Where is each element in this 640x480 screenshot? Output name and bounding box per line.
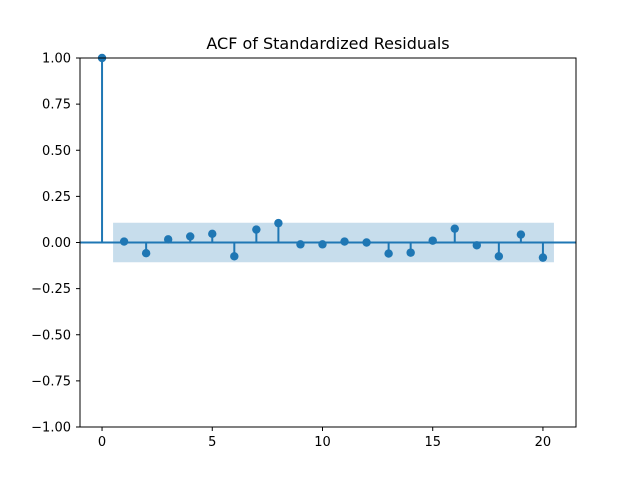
acf-marker-lag-20 [538,253,548,262]
acf-marker-lag-10 [318,240,327,249]
tick-layer: 0 5 10 15 20 1.00 0.75 0.50 0.25 0.00 −0.25 −0.50 −0… [31,52,551,451]
acf-marker-lag-11 [340,237,349,246]
y-tick-label: 0.50 [42,144,71,159]
acf-marker-lag-3 [163,235,173,244]
y-tick-label: 0.00 [42,236,71,251]
x-tick-label: 15 [424,435,441,450]
acf-marker-lag-15 [428,236,437,245]
x-tick-label: 10 [314,435,331,450]
acf-marker-lag-12 [362,238,371,247]
y-tick-label: 1.00 [42,52,71,67]
acf-marker-lag-7 [252,225,261,234]
x-tick-label: 5 [208,435,216,450]
acf-marker-lag-19 [516,230,526,239]
acf-marker-lag-13 [384,249,393,258]
acf-marker-lag-1 [119,237,129,246]
y-tick-label: −0.75 [31,374,71,389]
y-tick-label: 0.75 [42,98,71,113]
acf-marker-lag-8 [274,218,283,228]
y-tick-label: 0.25 [42,190,71,205]
acf-marker-lag-9 [296,240,305,249]
acf-marker-lag-6 [230,252,239,261]
x-tick-label: 20 [535,435,552,450]
acf-marker-lag-2 [141,249,151,258]
acf-marker-lag-4 [186,232,195,241]
acf-marker-lag-14 [406,248,415,257]
acf-marker-lag-18 [494,252,504,261]
acf-marker-lag-5 [208,229,217,239]
y-tick-label: −0.25 [31,282,71,297]
y-tick-label: −1.00 [31,421,71,436]
y-tick-label: −0.50 [31,328,71,343]
chart-title: ACF of Standardized Residuals [206,34,449,53]
x-tick-label: 0 [98,435,106,450]
acf-marker-lag-17 [472,241,481,250]
acf-marker-lag-16 [450,224,459,233]
